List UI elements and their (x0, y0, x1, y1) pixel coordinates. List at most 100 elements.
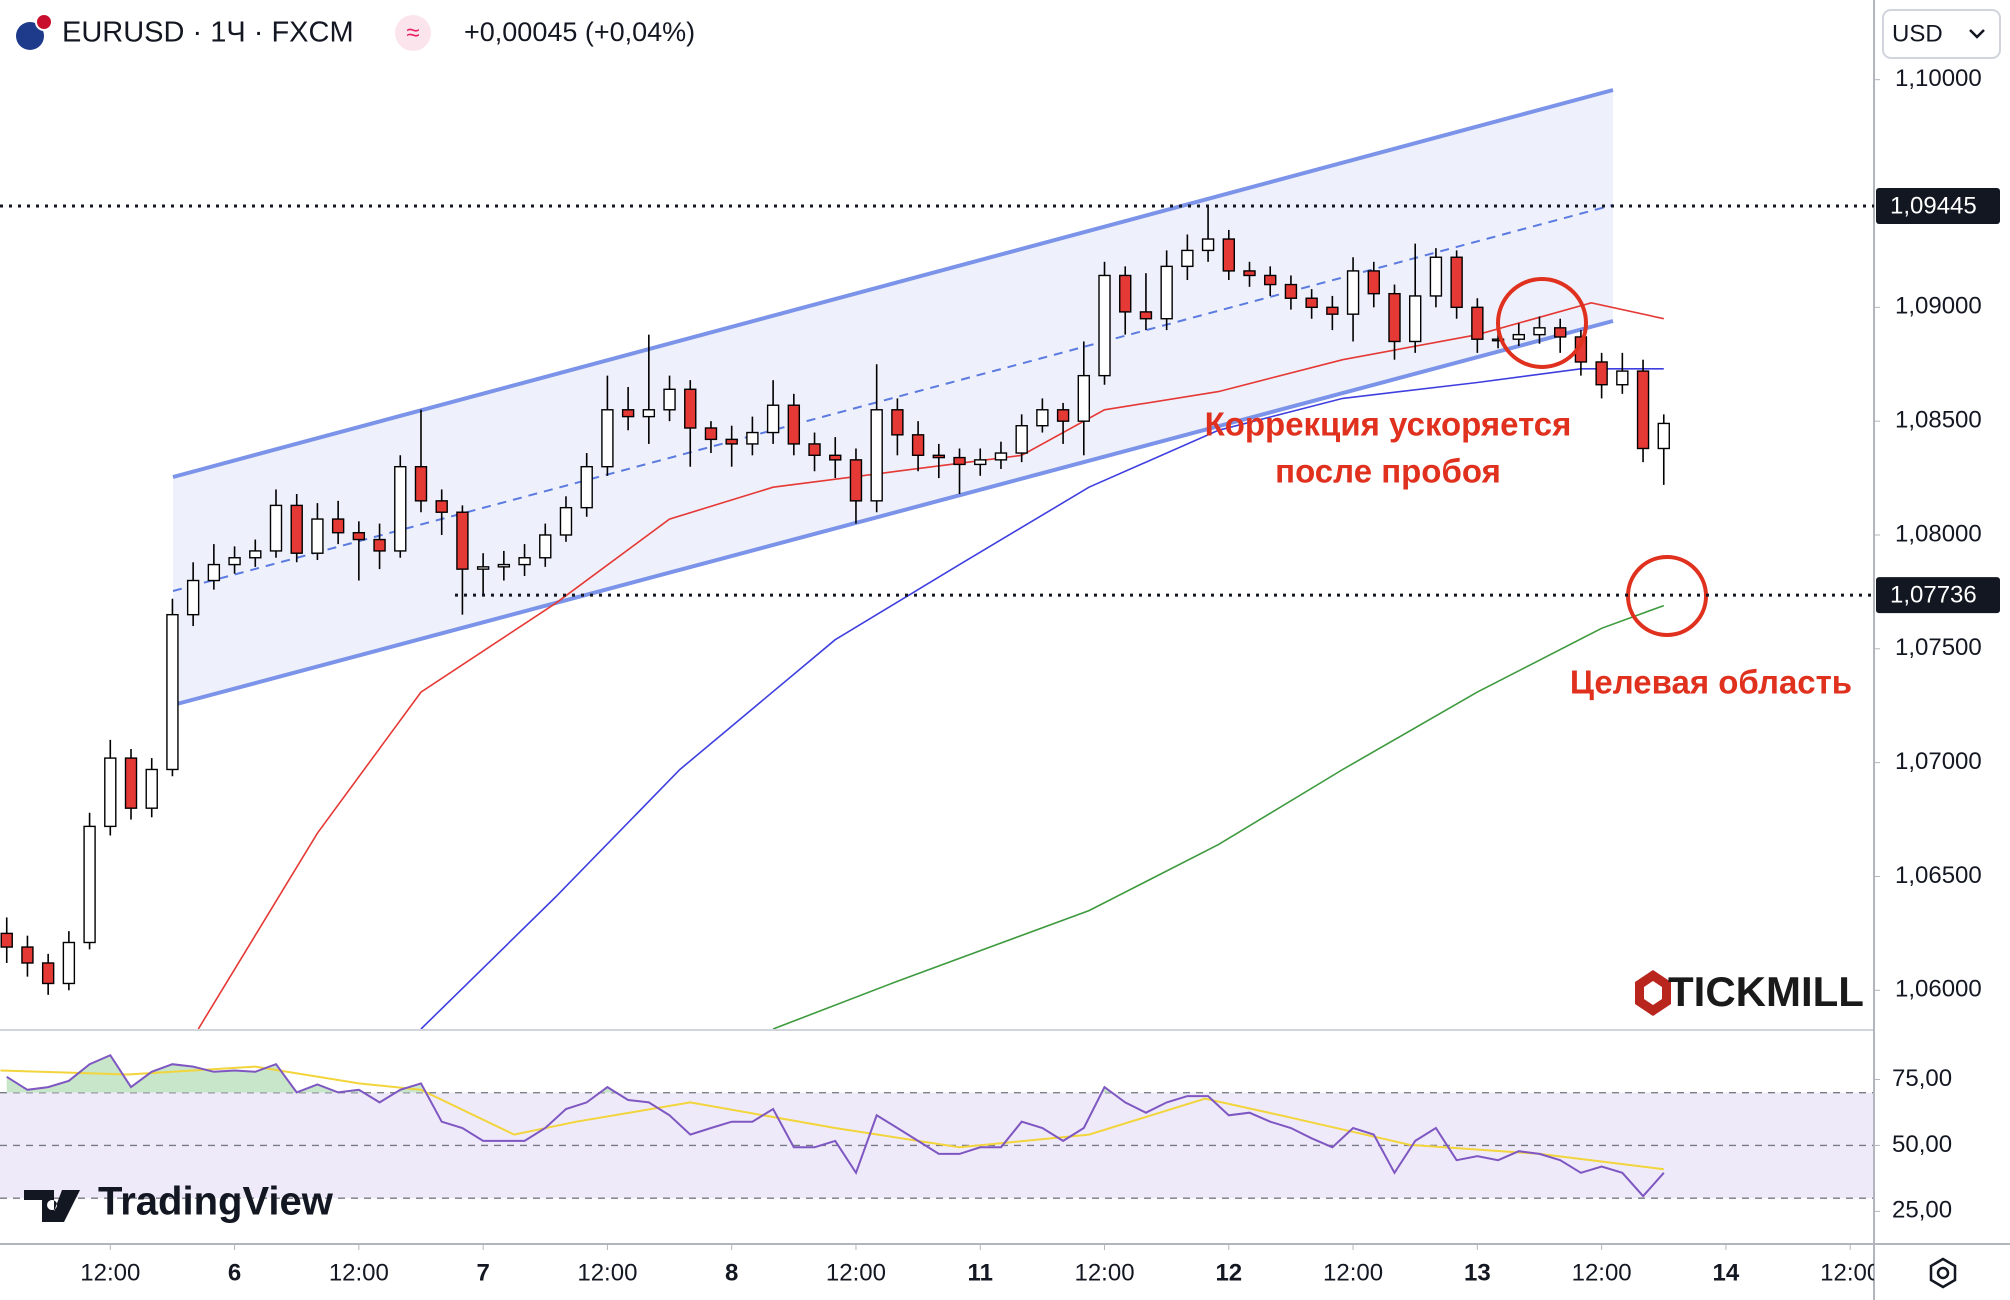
candle-body (311, 518, 324, 554)
y-tick-label: 1,07000 (1895, 748, 1982, 775)
candle-body (456, 511, 469, 570)
candle-body (746, 431, 759, 445)
x-tick-label: 6 (228, 1259, 241, 1286)
candle-body (932, 454, 946, 459)
x-tick-label: 12:00 (826, 1259, 886, 1286)
candle-body (580, 465, 593, 509)
price-level-label: 1,09445 (1890, 192, 1977, 219)
candle-body (145, 768, 158, 809)
candle-body (0, 932, 13, 948)
candle-body (1533, 327, 1546, 336)
price-level-box (1876, 577, 2000, 614)
candle-body (331, 518, 345, 534)
candle-body (1015, 425, 1028, 454)
candle-body (249, 550, 262, 559)
currency-select[interactable] (1882, 9, 2001, 59)
x-tick-label: 13 (1464, 1259, 1491, 1286)
settings-button[interactable] (1929, 1257, 1957, 1289)
candle-body (186, 579, 200, 616)
x-tick-label: 12:00 (1323, 1259, 1383, 1286)
broker-logo-inner (1644, 981, 1662, 1005)
rsi-overbought-fill (6, 1055, 1664, 1093)
x-tick-label: 12:00 (1820, 1259, 1880, 1286)
moving-average (772, 604, 1665, 1029)
price-change: +0,00045 (+0,04%) (464, 17, 695, 47)
candle-body (1429, 256, 1443, 297)
broker-logo: TICKMILL (1668, 968, 1864, 1015)
y-tick-label: 1,09000 (1895, 293, 1982, 320)
candle-body (1305, 297, 1318, 309)
status-badge-icon: ≈ (406, 19, 419, 46)
candle-body (1657, 422, 1670, 450)
x-tick-label: 12 (1215, 1259, 1242, 1286)
symbol-title: EURUSD · 1Ч · FXCM (62, 17, 354, 49)
candle-body (352, 532, 366, 541)
candle-body (228, 557, 241, 566)
candle-body (83, 825, 96, 944)
candle-body (684, 388, 697, 429)
candle-body (559, 506, 573, 536)
candle-body (166, 613, 179, 771)
main-pane (0, 88, 1670, 1029)
x-tick-label: 14 (1713, 1259, 1740, 1286)
axes: 1,06000 1,06500 1,07000 1,07500 1,08000 1,085… (80, 65, 1982, 1286)
channel-upper (172, 88, 1614, 479)
candle-body (476, 566, 490, 570)
candle-body (1616, 370, 1629, 386)
candle-body (766, 404, 780, 434)
candle-body (1264, 274, 1277, 286)
candle-body (1098, 274, 1111, 377)
candle-body (1512, 333, 1525, 340)
x-tick-label: 7 (476, 1259, 489, 1286)
rsi-tick-label: 25,00 (1892, 1197, 1952, 1224)
rsi-line (6, 1053, 1665, 1198)
candle-body (1139, 311, 1153, 320)
rsi-tick-label: 75,00 (1892, 1065, 1952, 1092)
candle-body (601, 409, 614, 468)
price-level-box (1876, 188, 2000, 225)
price-level-label: 1,07736 (1890, 581, 1977, 608)
currency-label[interactable]: USD (1892, 20, 1943, 47)
x-tick-label: 11 (968, 1259, 993, 1286)
candle-body (124, 757, 138, 809)
settings-button-center[interactable] (1936, 1266, 1950, 1280)
channel-lower (172, 319, 1614, 707)
rsi-tick-label: 50,00 (1892, 1131, 1952, 1158)
dropdown-arrow[interactable] (1969, 29, 1985, 39)
x-tick-label: 12:00 (1572, 1259, 1632, 1286)
platform-logo-icon (24, 1190, 80, 1222)
rsi-pane (0, 1053, 1874, 1199)
candle-body (1077, 374, 1091, 422)
candle-body (414, 465, 428, 502)
annotation: Коррекция ускоряется (1205, 406, 1572, 443)
candle-body (725, 438, 738, 445)
candle-body (808, 443, 821, 457)
candle-body (621, 409, 635, 418)
candle-body (787, 404, 801, 445)
candle-body (1553, 327, 1567, 338)
candle-body (1346, 270, 1360, 315)
candle-body (1284, 283, 1298, 299)
candle-body (891, 409, 904, 436)
candle-body (1367, 270, 1380, 295)
candle-body (953, 456, 966, 466)
candle-body (104, 757, 117, 828)
candle-body (62, 941, 76, 985)
candle-body (1595, 361, 1608, 386)
candle-body (1450, 256, 1463, 309)
time-axis: 12:00 6 12:00 7 12:00 8 12:00 11 12:00 12 12:00 13 1… (80, 1245, 1880, 1286)
platform-logo: TradingView (98, 1180, 334, 1224)
candle-body (435, 500, 448, 513)
symbol-icon (16, 22, 44, 50)
x-tick-label: 8 (725, 1259, 738, 1286)
highlight-circle (1496, 277, 1588, 369)
candle-body (642, 409, 656, 418)
candle-body (269, 504, 283, 552)
candle-body (1119, 274, 1132, 313)
candle-body (1409, 295, 1422, 343)
candle-body (518, 557, 531, 566)
candle-body (994, 452, 1008, 461)
y-tick-label: 1,06500 (1895, 862, 1982, 889)
candle-body (41, 962, 55, 985)
